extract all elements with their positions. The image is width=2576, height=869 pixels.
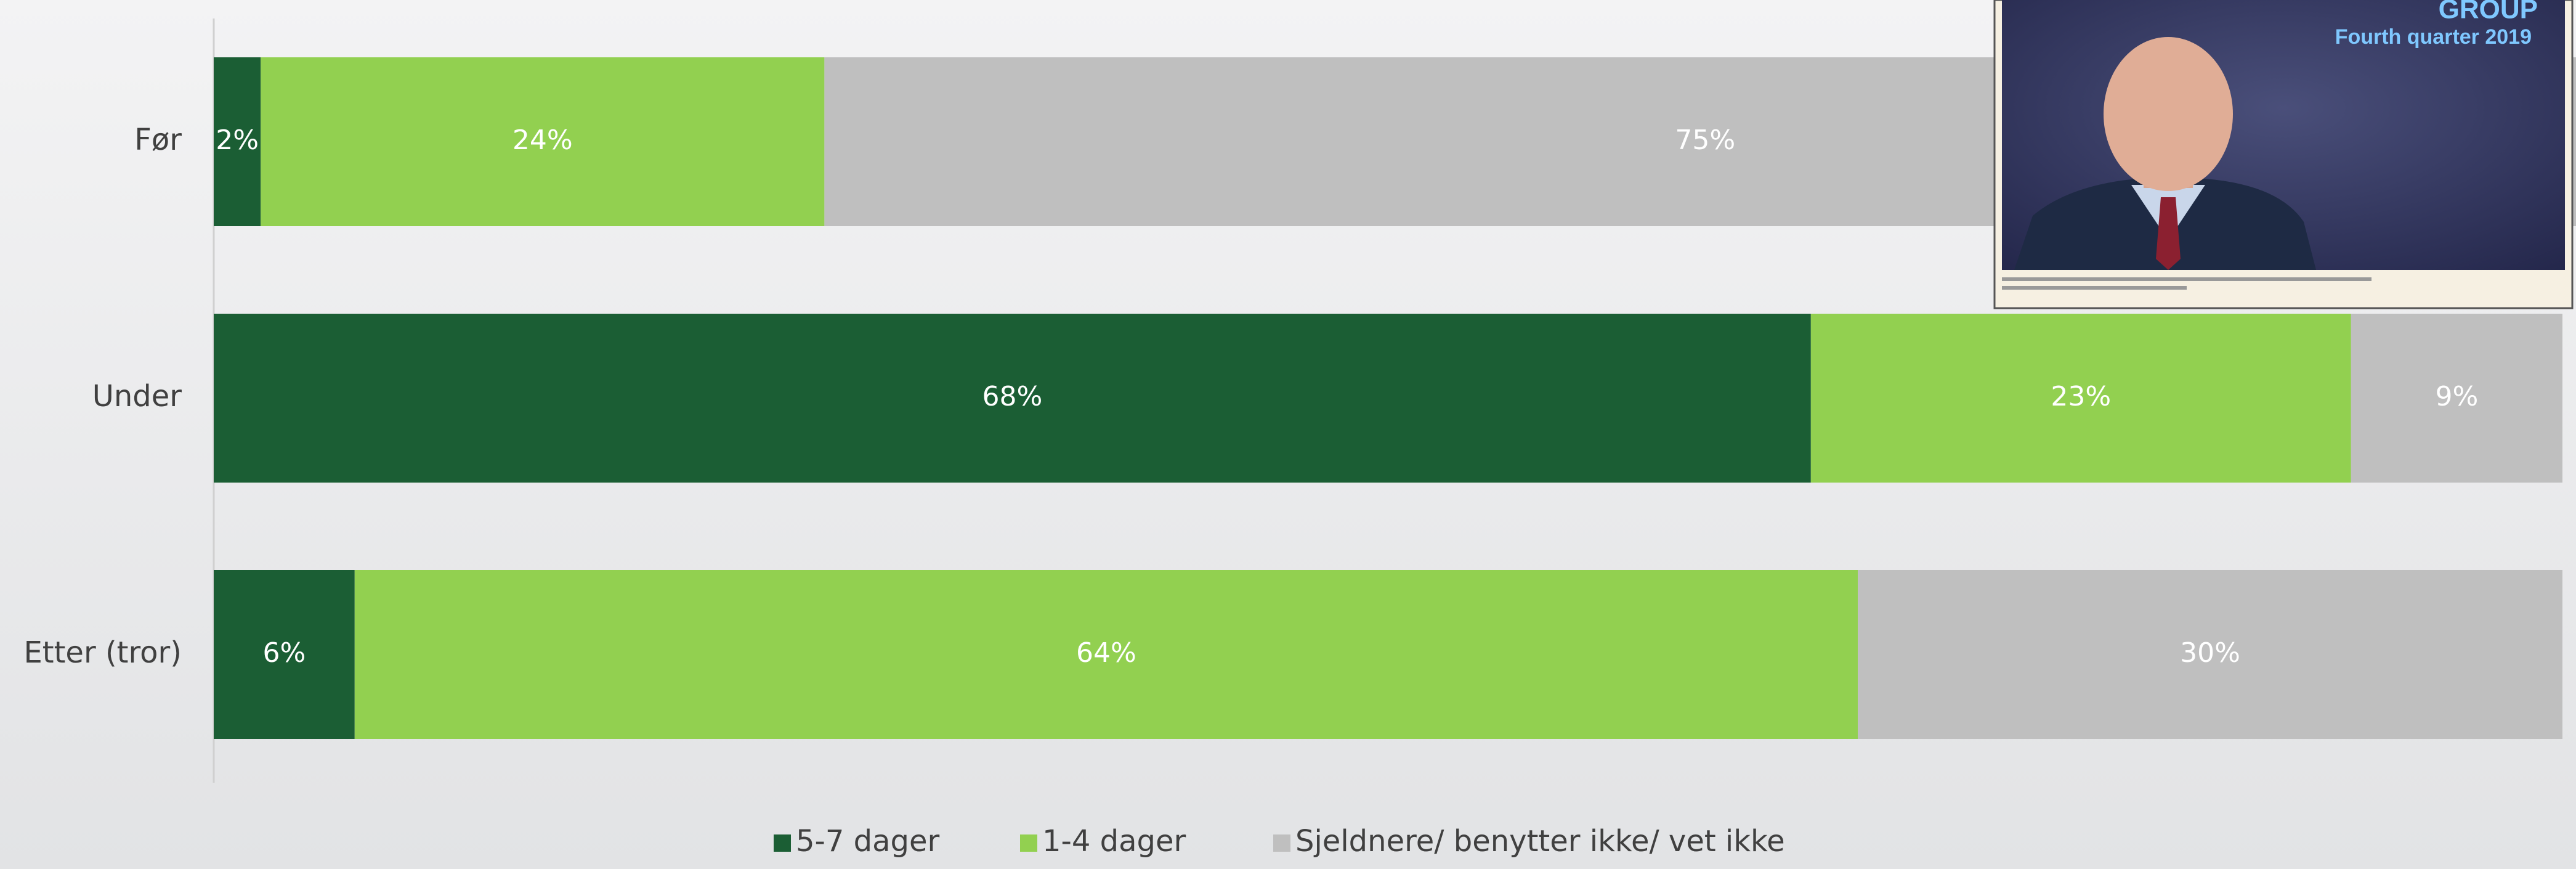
data-label: 23% xyxy=(2051,381,2111,412)
data-label: 24% xyxy=(512,124,573,156)
data-label: 68% xyxy=(982,381,1043,412)
chart: Før 2% 24% 75% Under 68% 23% 9% Etter (tror) 6% 64… xyxy=(0,0,2576,869)
photo-caption xyxy=(2002,277,2371,281)
category-label: Etter (tror) xyxy=(23,635,182,670)
person-head xyxy=(2104,37,2233,191)
category-label: Under xyxy=(92,379,182,414)
photo-caption xyxy=(2002,286,2187,290)
legend-label: 1-4 dager xyxy=(1042,824,1186,859)
data-label: 6% xyxy=(262,637,306,669)
legend-label: 5-7 dager xyxy=(796,824,940,859)
legend-swatch xyxy=(1020,834,1037,852)
data-label: 9% xyxy=(2436,381,2479,412)
legend-swatch xyxy=(774,834,791,852)
photo-text: GROUP xyxy=(2439,0,2538,25)
legend-label: Sjeldnere/ benytter ikke/ vet ikke xyxy=(1295,824,1785,859)
data-label: 2% xyxy=(216,124,259,156)
photo-inset: GROUP Fourth quarter 2019 xyxy=(1995,0,2572,308)
photo-text: Fourth quarter 2019 xyxy=(2335,25,2532,49)
data-label: 30% xyxy=(2180,637,2240,669)
category-label: Før xyxy=(134,123,182,157)
legend-swatch xyxy=(1273,834,1290,852)
page: {"chart_data": {"type": "stacked-barh", … xyxy=(0,0,2576,869)
data-label: 64% xyxy=(1076,637,1136,669)
data-label: 75% xyxy=(1675,124,1735,156)
